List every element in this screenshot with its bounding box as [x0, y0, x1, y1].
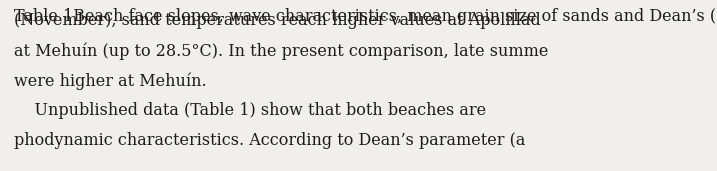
Text: (November), sand temperatures reach higher values at Apolillad: (November), sand temperatures reach high…: [14, 12, 541, 29]
Text: were higher at Mehuín.: were higher at Mehuín.: [14, 72, 206, 89]
Text: Table 1Beach face slopes, wave characteristics, mean grain size of sands and Dea: Table 1Beach face slopes, wave character…: [14, 8, 716, 25]
Text: phodynamic characteristics. According to Dean’s parameter (a: phodynamic characteristics. According to…: [14, 132, 526, 149]
Text: at Mehuín (up to 28.5°C). In the present comparison, late summe: at Mehuín (up to 28.5°C). In the present…: [14, 42, 549, 60]
Text: Unpublished data (Table 1) show that both beaches are: Unpublished data (Table 1) show that bot…: [14, 102, 486, 119]
